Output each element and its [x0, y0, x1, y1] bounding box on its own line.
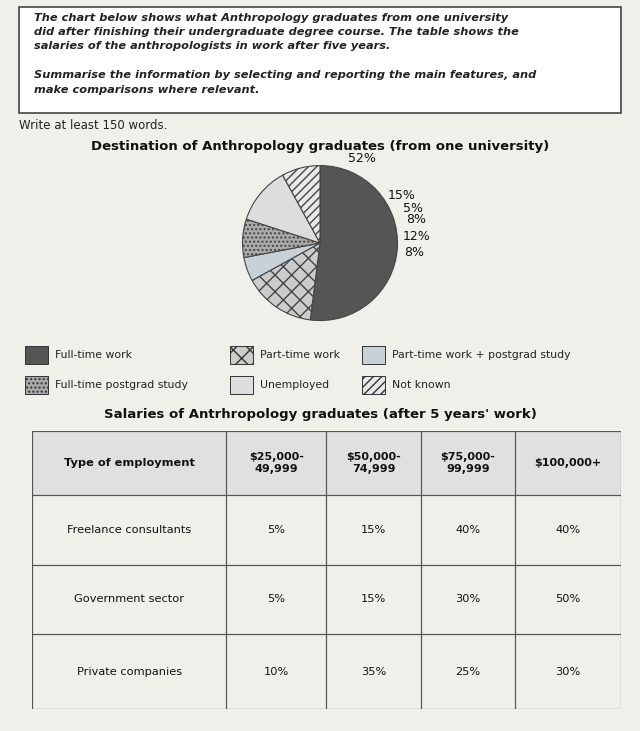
Text: 8%: 8% — [404, 246, 424, 260]
Bar — [515, 431, 621, 495]
Text: The chart below shows what Anthropology graduates from one university
did after : The chart below shows what Anthropology … — [34, 12, 536, 94]
Text: 15%: 15% — [361, 594, 386, 605]
Text: 5%: 5% — [268, 594, 285, 605]
Text: Full-time postgrad study: Full-time postgrad study — [55, 379, 188, 390]
Text: 15%: 15% — [361, 525, 386, 535]
Text: Part-time work: Part-time work — [260, 350, 340, 360]
Text: 15%: 15% — [387, 189, 415, 202]
Wedge shape — [243, 219, 320, 257]
Wedge shape — [246, 175, 320, 243]
Text: 30%: 30% — [455, 594, 481, 605]
Bar — [420, 431, 515, 495]
Bar — [326, 431, 420, 495]
Text: Destination of Anthropology graduates (from one university): Destination of Anthropology graduates (f… — [91, 140, 549, 154]
Text: Type of employment: Type of employment — [64, 458, 195, 469]
Text: 10%: 10% — [264, 667, 289, 677]
Text: $75,000-
99,999: $75,000- 99,999 — [440, 452, 495, 474]
Text: Part-time work + postgrad study: Part-time work + postgrad study — [392, 350, 571, 360]
FancyBboxPatch shape — [230, 376, 253, 394]
Text: Full-time work: Full-time work — [55, 350, 132, 360]
Wedge shape — [244, 243, 320, 281]
Wedge shape — [252, 243, 320, 320]
Wedge shape — [310, 165, 397, 320]
Bar — [32, 431, 227, 495]
FancyBboxPatch shape — [25, 376, 48, 394]
Text: 52%: 52% — [348, 151, 376, 164]
Text: Government sector: Government sector — [74, 594, 184, 605]
Text: 30%: 30% — [555, 667, 580, 677]
Text: Write at least 150 words.: Write at least 150 words. — [19, 118, 168, 132]
Text: $25,000-
49,999: $25,000- 49,999 — [249, 452, 304, 474]
Wedge shape — [283, 165, 320, 243]
Text: 12%: 12% — [403, 230, 431, 243]
Text: 50%: 50% — [555, 594, 580, 605]
Text: 35%: 35% — [361, 667, 386, 677]
Text: Freelance consultants: Freelance consultants — [67, 525, 191, 535]
Text: $100,000+: $100,000+ — [534, 458, 602, 469]
Text: Salaries of Antrhropology graduates (after 5 years' work): Salaries of Antrhropology graduates (aft… — [104, 409, 536, 421]
Text: Not known: Not known — [392, 379, 451, 390]
Bar — [227, 431, 326, 495]
Text: 8%: 8% — [406, 213, 426, 226]
Text: 40%: 40% — [556, 525, 580, 535]
FancyBboxPatch shape — [19, 7, 621, 113]
Text: $50,000-
74,999: $50,000- 74,999 — [346, 452, 401, 474]
Text: 25%: 25% — [455, 667, 480, 677]
FancyBboxPatch shape — [362, 376, 385, 394]
Text: 40%: 40% — [455, 525, 480, 535]
FancyBboxPatch shape — [230, 346, 253, 364]
FancyBboxPatch shape — [362, 346, 385, 364]
Text: 5%: 5% — [403, 202, 423, 215]
Text: Unemployed: Unemployed — [260, 379, 329, 390]
Text: 5%: 5% — [268, 525, 285, 535]
Text: Private companies: Private companies — [77, 667, 182, 677]
FancyBboxPatch shape — [25, 346, 48, 364]
